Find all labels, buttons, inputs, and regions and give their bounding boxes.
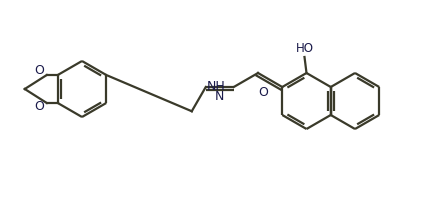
Text: HO: HO <box>295 42 313 55</box>
Text: O: O <box>258 86 268 99</box>
Text: N: N <box>215 90 224 104</box>
Text: O: O <box>34 65 44 78</box>
Text: O: O <box>34 101 44 113</box>
Text: NH: NH <box>207 81 226 94</box>
